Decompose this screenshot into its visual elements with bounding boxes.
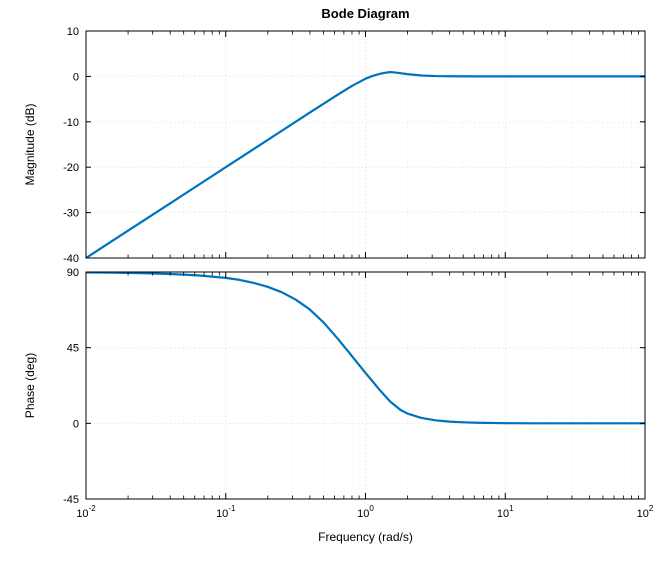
y-tick-label: -40 bbox=[63, 253, 79, 265]
y-tick-label: 0 bbox=[73, 71, 79, 83]
x-tick-label: 10-1 bbox=[216, 504, 236, 520]
y-tick-label: -10 bbox=[63, 117, 79, 129]
y-tick-label: 45 bbox=[67, 343, 79, 355]
x-axis-label: Frequency (rad/s) bbox=[318, 530, 413, 544]
y-tick-label: -20 bbox=[63, 162, 79, 174]
y-axis-label: Phase (deg) bbox=[23, 353, 37, 418]
y-tick-label: 10 bbox=[67, 26, 79, 38]
x-tick-label: 101 bbox=[497, 504, 514, 520]
x-tick-label: 102 bbox=[637, 504, 654, 520]
y-tick-label: -30 bbox=[63, 208, 79, 220]
x-tick-label: 100 bbox=[357, 504, 374, 520]
y-axis-label: Magnitude (dB) bbox=[23, 103, 37, 185]
y-tick-label: -45 bbox=[63, 494, 79, 506]
chart-title: Bode Diagram bbox=[321, 6, 409, 21]
bode-plot: Bode Diagram -40 -30 -20 -10 0 10 Magnitude (dB… bbox=[0, 0, 663, 571]
y-tick-label: 90 bbox=[67, 267, 79, 279]
y-tick-label: 0 bbox=[73, 418, 79, 430]
x-tick-label: 10-2 bbox=[76, 504, 96, 520]
bode-diagram-container: { "figure": { "width": 663, "height": 57… bbox=[0, 0, 663, 571]
